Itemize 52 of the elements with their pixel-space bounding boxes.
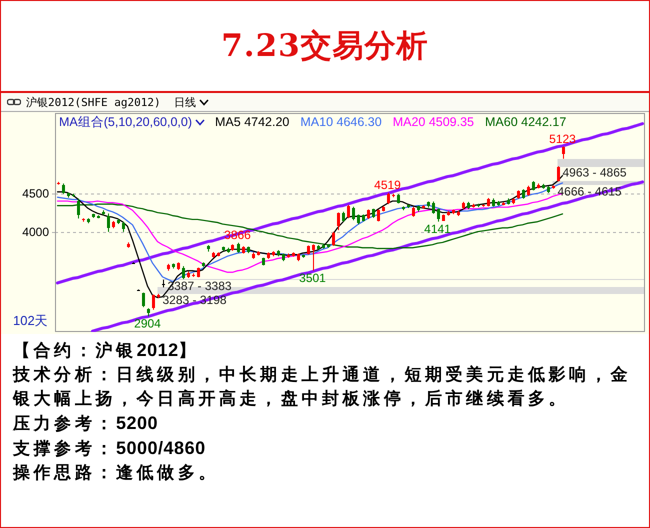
candlestick bbox=[562, 146, 565, 160]
text: 操作思路：逢低做多。 bbox=[13, 462, 220, 485]
candlestick bbox=[182, 266, 185, 280]
candlestick bbox=[522, 188, 525, 200]
candlestick bbox=[372, 208, 375, 218]
candlestick bbox=[387, 192, 390, 205]
band-label: 4963 - 4865 bbox=[562, 166, 627, 180]
candlestick bbox=[62, 182, 65, 194]
text: 技术分析：日线级别，中长期走上升通道，短期受美元走低影响，金银大幅上扬，今日高开高走，盘中封板涨停，后市继续看多。 bbox=[13, 364, 632, 411]
candlestick bbox=[197, 267, 200, 278]
candlestick bbox=[307, 244, 310, 256]
legend-title: MA组合(5,10,20,60,0,0) bbox=[59, 115, 192, 130]
candlestick bbox=[107, 212, 110, 232]
candlestick bbox=[142, 292, 145, 308]
text: 支撑参考：5000/4860 bbox=[13, 437, 207, 461]
candlestick bbox=[527, 185, 530, 196]
candlestick bbox=[312, 244, 315, 272]
candlestick bbox=[432, 200, 435, 214]
annotation: 4141 bbox=[424, 222, 452, 236]
candlestick bbox=[77, 198, 80, 219]
annotation: 5123 bbox=[549, 132, 576, 146]
candlestick bbox=[377, 208, 380, 222]
candlestick bbox=[152, 294, 155, 310]
text: MA60 4242.17 bbox=[485, 115, 566, 130]
text: 【合约：沪银2012】 bbox=[13, 339, 200, 363]
candlestick bbox=[237, 242, 240, 254]
candlestick bbox=[122, 221, 125, 232]
candlestick bbox=[412, 206, 415, 218]
candlestick bbox=[532, 180, 535, 191]
text: 压力参考：5200 bbox=[13, 412, 160, 436]
annotation: 2904 bbox=[134, 316, 162, 331]
annotation: 3501 bbox=[299, 270, 326, 285]
candlestick bbox=[352, 206, 355, 221]
text: MA10 4646.30 bbox=[300, 115, 382, 130]
candlestick bbox=[437, 208, 440, 222]
candlestick bbox=[367, 208, 370, 220]
candlestick bbox=[357, 214, 360, 225]
text: MA20 4509.35 bbox=[392, 115, 474, 130]
chart-title: 7.23交易分析 bbox=[221, 27, 429, 66]
candlestick bbox=[337, 212, 340, 231]
y-tick-label: 4500 bbox=[22, 186, 50, 200]
chart-subtitle: 沪银2012(SHFE ag2012) 日线 bbox=[26, 94, 196, 110]
candlestick bbox=[162, 279, 165, 288]
annotation: 4519 bbox=[374, 178, 402, 192]
candlestick bbox=[332, 231, 335, 246]
candlestick bbox=[342, 211, 345, 222]
candlestick bbox=[557, 166, 560, 182]
candlestick bbox=[397, 194, 400, 204]
y-tick-label: 4000 bbox=[22, 224, 50, 239]
x-axis-title: 102天 bbox=[13, 312, 48, 330]
candlestick bbox=[347, 204, 350, 219]
text: MA5 4742.20 bbox=[215, 115, 290, 130]
